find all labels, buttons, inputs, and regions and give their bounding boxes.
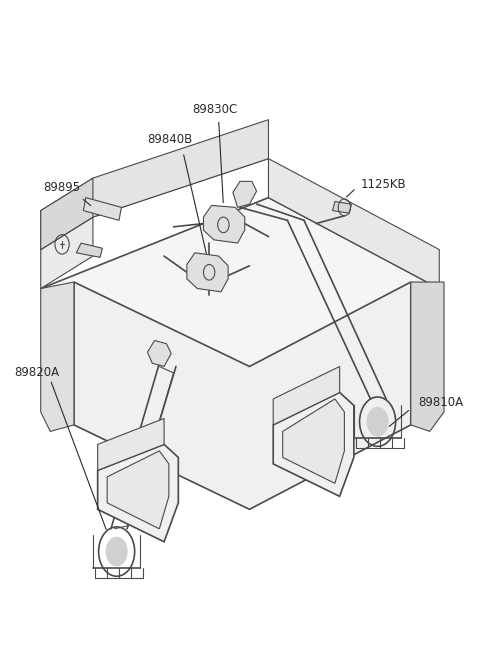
Circle shape <box>106 537 127 566</box>
Polygon shape <box>273 392 354 496</box>
Polygon shape <box>333 202 351 213</box>
Polygon shape <box>84 198 121 220</box>
Polygon shape <box>41 217 93 289</box>
Polygon shape <box>41 282 74 432</box>
Polygon shape <box>283 399 344 483</box>
Polygon shape <box>97 444 179 542</box>
Polygon shape <box>74 282 411 510</box>
Text: 89810A: 89810A <box>418 396 463 409</box>
Polygon shape <box>268 159 439 289</box>
Polygon shape <box>93 159 268 217</box>
Text: 1125KB: 1125KB <box>361 178 407 191</box>
Text: 89830C: 89830C <box>192 103 238 117</box>
Polygon shape <box>204 206 245 243</box>
Polygon shape <box>107 451 169 529</box>
Polygon shape <box>233 181 257 208</box>
Polygon shape <box>147 341 171 366</box>
Text: 89840B: 89840B <box>147 133 193 145</box>
Polygon shape <box>41 198 439 379</box>
Polygon shape <box>76 243 102 257</box>
Polygon shape <box>273 366 340 425</box>
Polygon shape <box>41 178 93 250</box>
Text: 89895: 89895 <box>43 181 80 195</box>
Polygon shape <box>187 253 228 291</box>
Polygon shape <box>41 120 268 250</box>
Text: 89820A: 89820A <box>14 366 60 379</box>
Polygon shape <box>411 282 444 432</box>
Circle shape <box>367 407 388 436</box>
Polygon shape <box>97 419 164 470</box>
